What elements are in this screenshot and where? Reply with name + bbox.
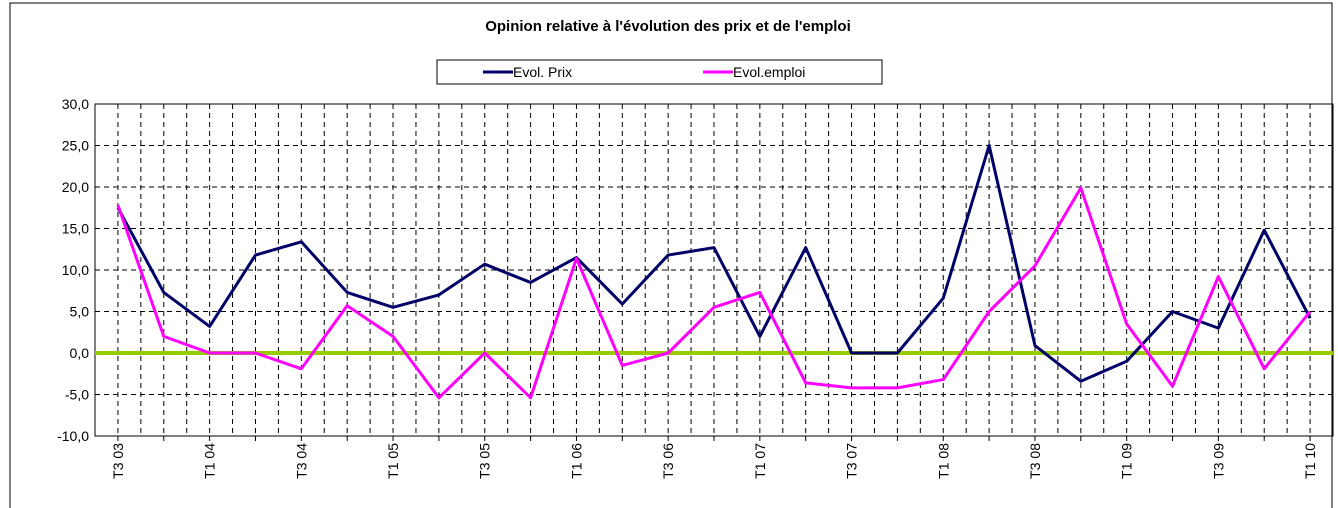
y-tick-label: 25,0 bbox=[62, 138, 89, 154]
x-tick-label: T1 08 bbox=[935, 443, 951, 479]
chart-frame bbox=[9, 2, 1333, 508]
legend-label: Evol.emploi bbox=[733, 64, 805, 80]
x-tick-label: T3 06 bbox=[660, 443, 676, 479]
y-tick-label: 20,0 bbox=[62, 179, 89, 195]
x-tick-label: T3 05 bbox=[477, 443, 493, 479]
x-tick-label: T3 03 bbox=[110, 443, 126, 479]
x-tick-label: T3 04 bbox=[293, 443, 309, 479]
chart-title: Opinion relative à l'évolution des prix … bbox=[485, 18, 851, 35]
x-tick-label: T3 09 bbox=[1210, 443, 1226, 479]
legend-label: Evol. Prix bbox=[513, 64, 572, 80]
series-line bbox=[116, 144, 1312, 383]
x-tick-label: T3 07 bbox=[844, 443, 860, 479]
y-tick-label: 15,0 bbox=[62, 221, 89, 237]
x-tick-label: T1 05 bbox=[385, 443, 401, 479]
x-tick-label: T1 10 bbox=[1302, 443, 1318, 479]
y-tick-label: 5,0 bbox=[70, 304, 90, 320]
x-tick-label: T1 09 bbox=[1119, 443, 1135, 479]
y-tick-label: 0,0 bbox=[70, 345, 90, 361]
x-tick-label: T1 06 bbox=[568, 443, 584, 479]
x-tick-label: T1 07 bbox=[752, 443, 768, 479]
y-tick-label: 10,0 bbox=[62, 262, 89, 278]
y-tick-label: 30,0 bbox=[62, 96, 89, 112]
x-tick-label: T3 08 bbox=[1027, 443, 1043, 479]
series-line bbox=[116, 186, 1312, 400]
x-tick-label: T1 04 bbox=[202, 443, 218, 479]
y-tick-label: -5,0 bbox=[65, 387, 89, 403]
y-tick-label: -10,0 bbox=[57, 428, 89, 444]
